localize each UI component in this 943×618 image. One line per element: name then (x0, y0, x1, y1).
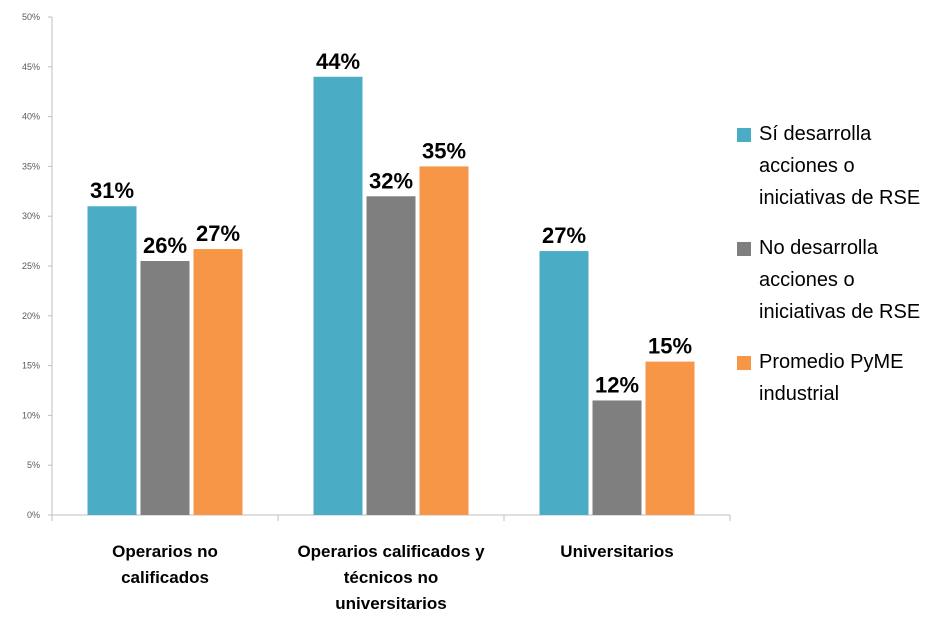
legend-label: Promedio PyME industrial (759, 351, 904, 405)
bar (193, 249, 243, 515)
y-tick-label: 20% (22, 311, 40, 321)
y-tick-label: 10% (22, 410, 40, 420)
bar (592, 400, 642, 515)
x-category-label: Universitarios (560, 542, 673, 561)
legend-label: No desarrolla acciones o iniciativas de RS… (759, 237, 921, 323)
bar (140, 261, 190, 515)
legend-item: Promedio PyME industrial (735, 346, 940, 410)
y-tick-label: 45% (22, 62, 40, 72)
data-label: 27% (542, 223, 586, 248)
data-label: 32% (369, 168, 413, 193)
data-label: 27% (196, 221, 240, 246)
bar (366, 196, 416, 515)
x-category-label: Operarios calificados y técnicos no univer… (297, 542, 485, 613)
data-label: 15% (648, 334, 692, 359)
bar (419, 166, 469, 515)
data-label: 35% (422, 138, 466, 163)
y-tick-label: 50% (22, 12, 40, 22)
y-tick-label: 30% (22, 211, 40, 221)
legend-swatch (737, 242, 751, 256)
y-tick-label: 40% (22, 112, 40, 122)
legend-swatch (737, 128, 751, 142)
y-tick-label: 35% (22, 161, 40, 171)
data-label: 31% (90, 178, 134, 203)
bar (313, 76, 363, 515)
y-tick-label: 25% (22, 261, 40, 271)
x-category-label: Operarios no calificados (112, 542, 218, 587)
bar (645, 361, 695, 515)
y-tick-label: 5% (27, 460, 40, 470)
data-label: 12% (595, 372, 639, 397)
bar (87, 206, 137, 516)
bar (539, 251, 589, 515)
data-label: 44% (316, 49, 360, 74)
data-label: 26% (143, 233, 187, 258)
legend-label: Sí desarrolla acciones o iniciativas de RS… (759, 123, 921, 209)
legend: Sí desarrolla acciones o iniciativas de RS… (735, 118, 940, 428)
y-tick-label: 0% (27, 510, 40, 520)
legend-item: Sí desarrolla acciones o iniciativas de RS… (735, 118, 940, 214)
legend-swatch (737, 356, 751, 370)
y-tick-label: 15% (22, 361, 40, 371)
legend-item: No desarrolla acciones o iniciativas de RS… (735, 232, 940, 328)
